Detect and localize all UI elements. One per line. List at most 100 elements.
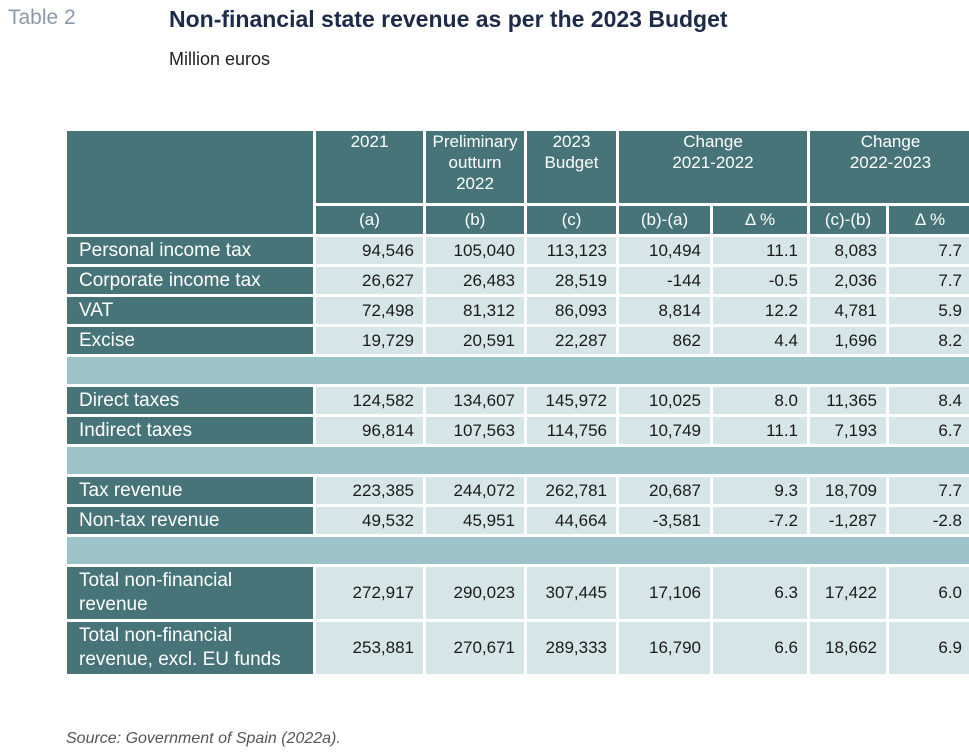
table-cell: 862 — [619, 327, 710, 354]
table-cell: 8,814 — [619, 297, 710, 324]
table-cell: 4,781 — [810, 297, 886, 324]
table-cell: 8,083 — [810, 237, 886, 264]
table-cell: 7.7 — [889, 267, 969, 294]
table-cell: 307,445 — [527, 567, 616, 619]
table-title: Non-financial state revenue as per the 2… — [169, 6, 728, 32]
table-cell: -0.5 — [713, 267, 807, 294]
column-header-change-2021-2022: Change 2021-2022 — [619, 131, 807, 203]
table-cell: 26,483 — [426, 267, 524, 294]
table-row: Corporate income tax 26,627 26,483 28,51… — [67, 267, 969, 294]
table-cell: 10,494 — [619, 237, 710, 264]
column-header-change-2022-2023: Change 2022-2023 — [810, 131, 969, 203]
row-label-total-excl-eu-funds: Total non-financial revenue, excl. EU fu… — [67, 622, 313, 674]
header-corner-cell — [67, 131, 313, 234]
table-cell: 10,025 — [619, 387, 710, 414]
table-cell: 10,749 — [619, 417, 710, 444]
table-row: Direct taxes 124,582 134,607 145,972 10,… — [67, 387, 969, 414]
table-cell: 9.3 — [713, 477, 807, 504]
table-cell: 272,917 — [316, 567, 423, 619]
table-cell: 17,106 — [619, 567, 710, 619]
table-cell: 270,671 — [426, 622, 524, 674]
subheader-c: (c) — [527, 206, 616, 234]
row-label-tax-revenue: Tax revenue — [67, 477, 313, 504]
table-cell: 72,498 — [316, 297, 423, 324]
table-subtitle: Million euros — [169, 49, 271, 69]
subheader-b: (b) — [426, 206, 524, 234]
subheader-row: (a) (b) (c) (b)-(a) Δ % (c)-(b) Δ % — [67, 206, 969, 234]
table-cell: 105,040 — [426, 237, 524, 264]
table-cell: 1,696 — [810, 327, 886, 354]
revenue-table: 2021 Preliminary outturn 2022 2023 Budge… — [64, 128, 969, 677]
table-cell: 94,546 — [316, 237, 423, 264]
row-label-excise: Excise — [67, 327, 313, 354]
table-cell: 2,036 — [810, 267, 886, 294]
row-label-direct-taxes: Direct taxes — [67, 387, 313, 414]
column-header-budget-2023: 2023 Budget — [527, 131, 616, 203]
table-cell: 28,519 — [527, 267, 616, 294]
table-cell: 6.0 — [889, 567, 969, 619]
row-label-non-tax-revenue: Non-tax revenue — [67, 507, 313, 534]
separator-row — [67, 537, 969, 564]
table-cell: 44,664 — [527, 507, 616, 534]
table-cell: 262,781 — [527, 477, 616, 504]
header-row: 2021 Preliminary outturn 2022 2023 Budge… — [67, 131, 969, 234]
table-row: Total non-financial revenue 272,917 290,… — [67, 567, 969, 619]
table-cell: 244,072 — [426, 477, 524, 504]
table-cell: 18,709 — [810, 477, 886, 504]
table-cell: 11.1 — [713, 417, 807, 444]
table-cell: 289,333 — [527, 622, 616, 674]
table-cell: 17,422 — [810, 567, 886, 619]
table-cell: 6.6 — [713, 622, 807, 674]
subheader-pct-change-2: Δ % — [889, 206, 969, 234]
table-cell: 290,023 — [426, 567, 524, 619]
table-cell: 81,312 — [426, 297, 524, 324]
row-label-total-non-financial-revenue: Total non-financial revenue — [67, 567, 313, 619]
subheader-c-minus-b: (c)-(b) — [810, 206, 886, 234]
table-cell: 253,881 — [316, 622, 423, 674]
table-cell: 5.9 — [889, 297, 969, 324]
table-cell: -7.2 — [713, 507, 807, 534]
table-cell: 19,729 — [316, 327, 423, 354]
table-cell: 107,563 — [426, 417, 524, 444]
table-cell: 96,814 — [316, 417, 423, 444]
table-row: Non-tax revenue 49,532 45,951 44,664 -3,… — [67, 507, 969, 534]
table-cell: 20,591 — [426, 327, 524, 354]
table-cell: -3,581 — [619, 507, 710, 534]
table-cell: 8.0 — [713, 387, 807, 414]
table-cell: 16,790 — [619, 622, 710, 674]
table-cell: 6.7 — [889, 417, 969, 444]
row-label-personal-income-tax: Personal income tax — [67, 237, 313, 264]
table-row: VAT 72,498 81,312 86,093 8,814 12.2 4,78… — [67, 297, 969, 324]
table-row: Tax revenue 223,385 244,072 262,781 20,6… — [67, 477, 969, 504]
row-label-vat: VAT — [67, 297, 313, 324]
subheader-a: (a) — [316, 206, 423, 234]
table-cell: 223,385 — [316, 477, 423, 504]
row-label-indirect-taxes: Indirect taxes — [67, 417, 313, 444]
table-cell: 22,287 — [527, 327, 616, 354]
table-cell: 8.4 — [889, 387, 969, 414]
table-row: Indirect taxes 96,814 107,563 114,756 10… — [67, 417, 969, 444]
table-cell: -1,287 — [810, 507, 886, 534]
table-cell: 18,662 — [810, 622, 886, 674]
table-cell: 114,756 — [527, 417, 616, 444]
table-row: Personal income tax 94,546 105,040 113,1… — [67, 237, 969, 264]
separator-row — [67, 447, 969, 474]
table-cell: 124,582 — [316, 387, 423, 414]
table-cell: 45,951 — [426, 507, 524, 534]
table-cell: 113,123 — [527, 237, 616, 264]
row-label-corporate-income-tax: Corporate income tax — [67, 267, 313, 294]
column-header-2021: 2021 — [316, 131, 423, 203]
table-cell: 145,972 — [527, 387, 616, 414]
table-cell: 12.2 — [713, 297, 807, 324]
separator-row — [67, 357, 969, 384]
table-cell: 7.7 — [889, 477, 969, 504]
table-cell: 11,365 — [810, 387, 886, 414]
subheader-pct-change-1: Δ % — [713, 206, 807, 234]
table-cell: 8.2 — [889, 327, 969, 354]
table-cell: 49,532 — [316, 507, 423, 534]
table-cell: -2.8 — [889, 507, 969, 534]
table-cell: 4.4 — [713, 327, 807, 354]
table-cell: 7.7 — [889, 237, 969, 264]
table-cell: -144 — [619, 267, 710, 294]
table-cell: 6.9 — [889, 622, 969, 674]
